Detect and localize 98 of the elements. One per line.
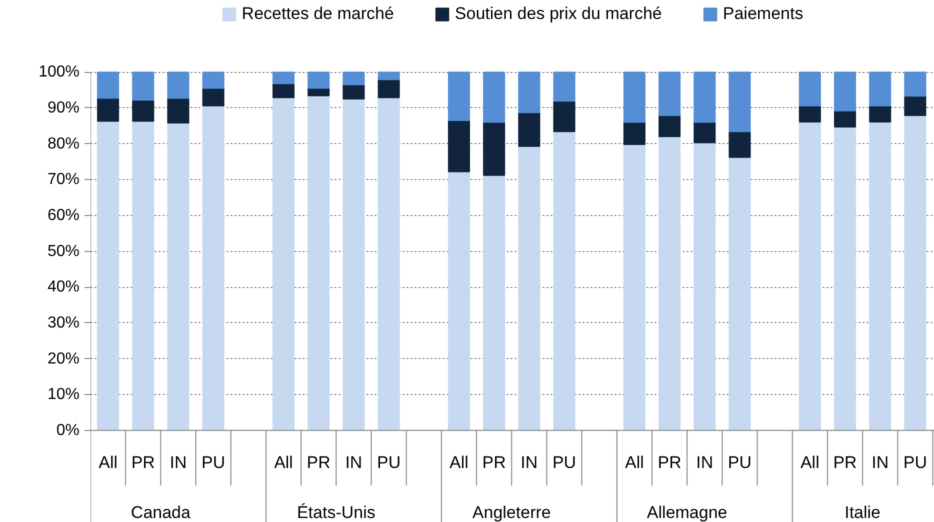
bar (167, 72, 190, 99)
bar (623, 122, 646, 146)
bar (518, 112, 540, 147)
text: Canada (130, 502, 192, 522)
x-tick-label: PU (552, 452, 576, 472)
bar (132, 72, 154, 101)
legend-label: Paiements (722, 4, 804, 24)
bar (272, 83, 295, 98)
legend-label: Soutien des prix du marché (454, 4, 662, 24)
bar (378, 97, 400, 431)
bar (834, 72, 856, 112)
text: Angleterre (472, 502, 551, 522)
bar (448, 120, 470, 172)
bar (308, 72, 330, 89)
bar (834, 110, 856, 128)
y-tick-label: 60% (47, 206, 80, 224)
bar (448, 72, 470, 122)
bar (342, 84, 365, 100)
x-tick-label: PR (658, 452, 682, 472)
x-tick-label: PR (131, 452, 155, 472)
bar (448, 171, 470, 431)
bar (694, 122, 716, 144)
y-tick-label: 90% (47, 99, 80, 116)
y-tick-label: 10% (47, 386, 80, 404)
text: Italie (844, 502, 881, 522)
bar (272, 72, 295, 84)
bar (97, 98, 120, 122)
x-tick-label: All (625, 452, 644, 472)
x-tick-label: PR (306, 452, 330, 472)
y-tick-label: 50% (47, 242, 80, 260)
bar (553, 72, 576, 102)
x-tick-label: PU (903, 452, 928, 472)
bar (904, 72, 926, 97)
bar (623, 72, 646, 123)
x-tick-label: IN (872, 452, 889, 472)
bar (623, 144, 646, 431)
bar (342, 98, 365, 431)
bar (518, 72, 540, 114)
bar (483, 72, 506, 123)
x-tick-label: PR (482, 452, 506, 472)
bar (202, 72, 224, 89)
bar (658, 136, 681, 431)
bar (728, 72, 751, 132)
y-tick-label: 100% (38, 64, 80, 81)
bar (834, 126, 856, 431)
bar (869, 72, 892, 106)
bar (378, 72, 400, 80)
bar (658, 72, 681, 116)
bar (553, 100, 576, 132)
x-tick-label: IN (696, 452, 714, 472)
bar (308, 95, 330, 431)
bar (694, 72, 716, 123)
y-tick-label: 0% (56, 422, 80, 439)
x-tick-label: PU (376, 452, 401, 472)
y-tick-label: 80% (47, 135, 80, 152)
x-tick-label: IN (520, 452, 538, 472)
x-tick-label: All (274, 452, 293, 472)
bar (167, 122, 190, 431)
y-tick-label: 20% (47, 350, 80, 368)
bar (97, 72, 120, 99)
bar (658, 115, 681, 138)
bar (483, 122, 506, 176)
x-tick-label: PR (833, 452, 857, 472)
bar (798, 121, 821, 431)
bar (483, 174, 506, 431)
bar (518, 146, 540, 431)
x-tick-label: All (98, 452, 118, 472)
x-tick-label: All (450, 452, 468, 472)
bar (202, 105, 224, 431)
text: États-Unis (296, 502, 376, 522)
bar (167, 98, 190, 124)
x-tick-label: PU (202, 452, 226, 472)
bar (728, 156, 751, 431)
bar (798, 105, 821, 122)
legend-label: Recettes de marché (242, 4, 394, 24)
y-tick-label: 70% (47, 171, 80, 188)
x-tick-label: All (800, 452, 820, 472)
bar (272, 97, 295, 431)
y-tick-label: 30% (47, 314, 80, 332)
y-tick-label: 40% (47, 278, 80, 296)
text: Allemagne (646, 502, 728, 522)
bar (132, 100, 154, 122)
bar (378, 79, 400, 98)
bar (728, 131, 751, 158)
x-tick-label: PU (728, 452, 752, 472)
x-tick-label: IN (345, 452, 362, 472)
bar (869, 105, 892, 122)
bar (904, 115, 926, 431)
bar (97, 120, 120, 431)
bar (798, 72, 821, 106)
bar (694, 142, 716, 431)
bar (869, 121, 892, 431)
bar (904, 96, 926, 116)
bar (342, 72, 365, 86)
bar (553, 131, 576, 431)
bar (132, 120, 154, 431)
x-tick-label: IN (170, 452, 187, 472)
bar (202, 88, 224, 106)
